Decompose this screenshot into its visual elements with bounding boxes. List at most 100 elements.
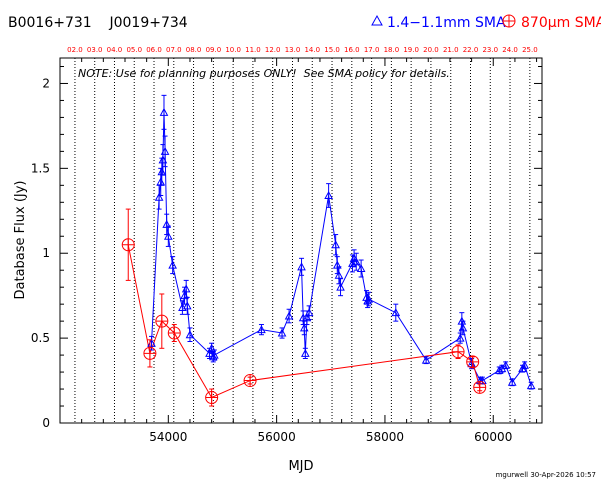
y-axis-ticks: 0 0.5 1 1.5 2 bbox=[31, 65, 542, 430]
top-year-label: 11.0 bbox=[245, 46, 261, 54]
triangle-marker bbox=[185, 330, 195, 339]
data-point bbox=[284, 308, 294, 324]
data-point bbox=[332, 256, 342, 275]
data-point bbox=[277, 327, 287, 339]
data-point bbox=[163, 225, 173, 247]
triangle-marker bbox=[154, 192, 164, 201]
source-names: B0016+731 J0019+734 bbox=[8, 15, 188, 31]
legend-blue-label: 1.4−1.1mm SMA bbox=[387, 15, 506, 31]
y-axis-label: Database Flux (Jy) bbox=[13, 181, 28, 300]
x-tick-label: 58000 bbox=[366, 430, 404, 444]
top-year-label: 08.0 bbox=[186, 46, 202, 54]
data-point bbox=[143, 339, 157, 368]
data-point bbox=[334, 266, 344, 285]
top-year-label: 20.0 bbox=[423, 46, 439, 54]
top-year-label: 06.0 bbox=[146, 46, 162, 54]
data-point bbox=[473, 380, 487, 394]
triangle-marker bbox=[304, 308, 314, 317]
plot-frame bbox=[59, 57, 543, 424]
triangle-marker bbox=[336, 282, 345, 291]
series-marks bbox=[121, 94, 536, 407]
triangle-marker bbox=[284, 311, 294, 320]
plus-marker bbox=[143, 347, 156, 360]
legend: 1.4−1.1mm SMA 870μm SMA bbox=[371, 14, 601, 31]
triangle-marker bbox=[299, 323, 309, 332]
triangle-marker bbox=[501, 360, 511, 369]
triangle-marker bbox=[356, 263, 366, 273]
data-point bbox=[331, 234, 340, 256]
top-year-label: 07.0 bbox=[166, 46, 182, 54]
data-point bbox=[155, 293, 169, 349]
x-tick-label: 54000 bbox=[149, 430, 187, 444]
triangle-marker bbox=[300, 348, 310, 357]
plus-marker bbox=[244, 374, 257, 387]
data-point bbox=[356, 259, 366, 278]
planning-note: NOTE: Use for planning purposes ONLY! Se… bbox=[78, 67, 450, 80]
triangle-marker bbox=[421, 355, 431, 364]
data-point bbox=[507, 377, 517, 387]
y-tick-label: 0.5 bbox=[31, 331, 50, 345]
data-point bbox=[185, 327, 195, 343]
triangle-marker bbox=[160, 146, 170, 155]
data-point bbox=[458, 320, 468, 336]
data-point bbox=[297, 257, 306, 276]
legend-blue-triangle-icon bbox=[371, 14, 383, 26]
data-point bbox=[300, 347, 310, 359]
top-year-label: 18.0 bbox=[384, 46, 400, 54]
data-point bbox=[168, 256, 177, 275]
triangle-marker bbox=[210, 350, 219, 359]
triangle-marker bbox=[181, 284, 191, 293]
data-point bbox=[121, 208, 135, 281]
triangle-marker bbox=[364, 294, 374, 303]
data-point bbox=[159, 94, 169, 130]
plus-marker bbox=[155, 315, 168, 328]
triangle-marker bbox=[168, 260, 177, 269]
triangle-marker bbox=[324, 190, 333, 200]
data-point bbox=[257, 324, 266, 336]
data-point bbox=[526, 381, 536, 390]
plus-marker bbox=[122, 238, 135, 251]
top-year-label: 22.0 bbox=[463, 46, 479, 54]
triangle-marker bbox=[277, 328, 287, 337]
triangle-marker bbox=[257, 325, 266, 334]
triangle-marker bbox=[520, 360, 530, 369]
top-year-label: 16.0 bbox=[344, 46, 360, 54]
top-year-label: 05.0 bbox=[126, 46, 142, 54]
data-point bbox=[154, 184, 164, 210]
data-point bbox=[210, 349, 219, 361]
plus-marker bbox=[473, 381, 486, 394]
y-tick-label: 0 bbox=[42, 416, 50, 430]
data-point bbox=[391, 303, 401, 322]
plus-marker bbox=[466, 355, 479, 368]
triangle-marker bbox=[182, 301, 192, 310]
series-lines bbox=[127, 112, 532, 399]
top-year-label: 21.0 bbox=[443, 46, 459, 54]
data-point bbox=[363, 293, 372, 309]
top-year-label: 02.0 bbox=[67, 46, 83, 54]
data-point bbox=[181, 279, 191, 298]
data-point bbox=[520, 360, 530, 370]
top-year-label: 04.0 bbox=[107, 46, 123, 54]
data-point bbox=[324, 183, 333, 208]
data-point bbox=[501, 360, 511, 370]
top-year-label: 10.0 bbox=[225, 46, 241, 54]
top-year-label: 12.0 bbox=[265, 46, 281, 54]
y-tick-label: 1 bbox=[42, 246, 50, 260]
year-lines bbox=[74, 58, 531, 423]
triangle-marker bbox=[391, 308, 401, 317]
x-tick-label: 56000 bbox=[258, 430, 296, 444]
triangle-marker bbox=[351, 257, 361, 266]
top-year-label: 03.0 bbox=[87, 46, 103, 54]
triangle-marker bbox=[455, 333, 465, 342]
x-axis-ticks: 54000 56000 58000 60000 bbox=[59, 58, 538, 444]
triangle-marker bbox=[458, 323, 468, 332]
data-point bbox=[182, 296, 192, 315]
top-year-label: 23.0 bbox=[482, 46, 498, 54]
top-year-label: 13.0 bbox=[285, 46, 301, 54]
top-year-label: 25.0 bbox=[522, 46, 538, 54]
data-point bbox=[466, 355, 480, 369]
data-point bbox=[336, 278, 345, 297]
triangle-marker bbox=[507, 377, 517, 386]
triangle-marker bbox=[331, 240, 340, 249]
